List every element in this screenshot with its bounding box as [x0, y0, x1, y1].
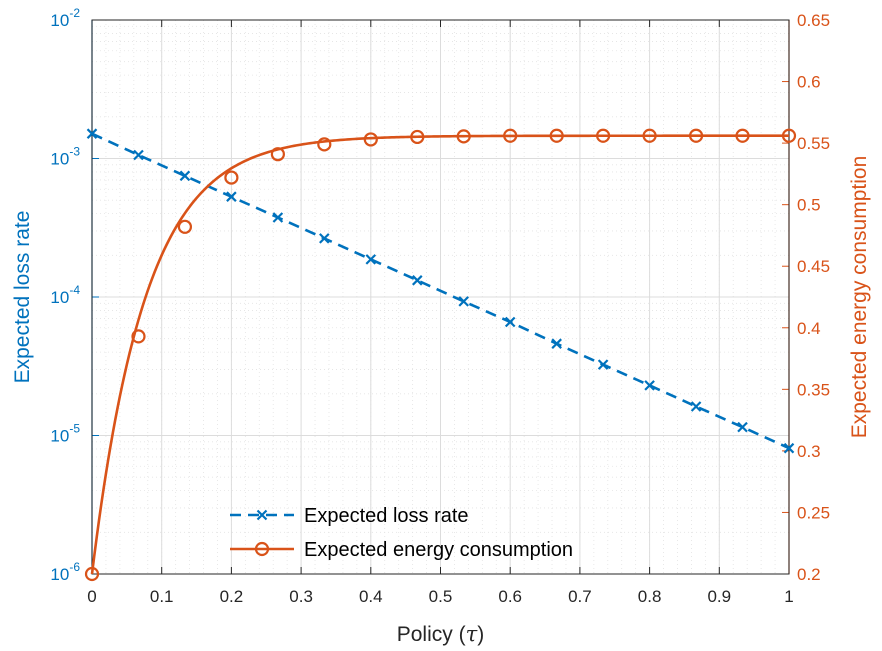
data-point — [317, 137, 332, 152]
legend-label: Expected loss rate — [304, 505, 469, 527]
right-y-tick-label: 0.65 — [797, 11, 830, 30]
data-point — [690, 401, 702, 412]
data-point — [644, 380, 655, 391]
data-point — [504, 316, 516, 328]
right-y-tick-label: 0.4 — [797, 319, 821, 338]
left-y-tick-base: 10 — [50, 427, 69, 446]
left-y-tick-label: 10-4 — [50, 283, 80, 307]
data-point — [131, 329, 146, 344]
legend-marker — [256, 509, 268, 521]
x-tick-label: 0.3 — [289, 587, 313, 606]
series-energy-consumption — [84, 128, 797, 582]
x-tick-label: 0.1 — [150, 587, 174, 606]
right-y-axis-label: Expected energy consumption — [848, 156, 871, 439]
legend-item: Expected energy consumption — [230, 539, 573, 561]
x-tick-labels: 0 0.1 0.2 0.3 0.4 0.5 0.6 0.7 0.8 0.9 1 — [87, 587, 793, 606]
data-point — [272, 212, 284, 223]
legend-label: Expected energy consumption — [304, 539, 573, 561]
legend: Expected loss rate Expected energy consum… — [230, 505, 573, 561]
data-point — [551, 338, 562, 349]
left-y-tick-label: 10-5 — [50, 422, 80, 446]
left-y-tick-exponent: -6 — [69, 560, 80, 574]
x-tick-label: 0.5 — [429, 587, 453, 606]
right-y-tick-label: 0.35 — [797, 380, 830, 399]
x-tick-label: 0.2 — [220, 587, 244, 606]
left-y-tick-base: 10 — [50, 565, 69, 584]
x-tick-label: 1 — [784, 587, 793, 606]
right-y-tick-label: 0.55 — [797, 134, 830, 153]
data-point — [224, 170, 239, 185]
data-point — [179, 170, 191, 182]
x-axis-label-suffix: ) — [477, 623, 484, 646]
data-point — [410, 129, 425, 145]
left-y-tick-base: 10 — [50, 288, 69, 307]
data-point — [84, 566, 100, 582]
x-tick-label: 0.7 — [568, 587, 592, 606]
left-y-axis-label: Expected loss rate — [11, 211, 34, 384]
right-y-tick-labels: 0.2 0.25 0.3 0.35 0.4 0.45 0.5 0.55 0.6 0.65 — [797, 11, 830, 584]
data-point — [688, 128, 704, 143]
data-point — [456, 129, 471, 144]
x-tick-label: 0.9 — [707, 587, 731, 606]
right-y-tick-label: 0.25 — [797, 503, 830, 522]
plot-area — [91, 19, 790, 575]
right-y-tick-label: 0.6 — [797, 73, 821, 92]
left-y-tick-label: 10-3 — [50, 145, 80, 169]
right-y-tick-label: 0.2 — [797, 565, 821, 584]
data-point — [365, 254, 377, 265]
right-y-tick-label: 0.3 — [797, 442, 821, 461]
data-point — [503, 128, 518, 143]
left-y-tick-label: 10-6 — [50, 560, 80, 584]
left-y-tick-base: 10 — [50, 150, 69, 169]
x-tick-label: 0 — [87, 587, 96, 606]
data-point — [642, 128, 657, 143]
series-line — [90, 134, 789, 575]
data-point — [597, 359, 609, 370]
data-point — [783, 442, 795, 454]
x-axis-label: Policy (τ) — [397, 622, 484, 646]
series-layer — [84, 128, 797, 582]
data-point — [177, 219, 193, 234]
data-point — [596, 128, 611, 143]
x-tick-label: 0.8 — [638, 587, 662, 606]
data-point — [549, 128, 564, 143]
left-y-tick-exponent: -4 — [69, 283, 80, 297]
x-axis-label-text: Policy ( — [397, 623, 466, 646]
data-point — [412, 275, 423, 286]
left-y-tick-exponent: -5 — [69, 422, 80, 436]
left-y-tick-base: 10 — [50, 11, 69, 30]
data-point — [458, 296, 469, 307]
data-point — [735, 128, 750, 143]
x-axis-label-symbol: τ — [466, 622, 478, 646]
data-point — [270, 147, 285, 162]
data-point — [226, 191, 237, 202]
data-point — [319, 233, 330, 244]
data-point — [86, 128, 98, 139]
legend-marker — [254, 541, 270, 557]
right-y-tick-label: 0.45 — [797, 257, 830, 276]
data-point — [363, 132, 378, 147]
data-point — [133, 149, 144, 161]
right-y-tick-label: 0.5 — [797, 196, 821, 215]
left-y-tick-exponent: -3 — [69, 145, 80, 159]
data-point — [737, 421, 748, 433]
legend-item: Expected loss rate — [230, 505, 469, 527]
left-y-tick-label: 10-2 — [50, 6, 80, 30]
left-y-tick-labels: 10-610-510-410-310-2 — [50, 6, 80, 584]
left-y-tick-exponent: -2 — [69, 6, 80, 20]
x-tick-label: 0.4 — [359, 587, 383, 606]
x-tick-label: 0.6 — [498, 587, 522, 606]
data-point — [781, 128, 797, 143]
